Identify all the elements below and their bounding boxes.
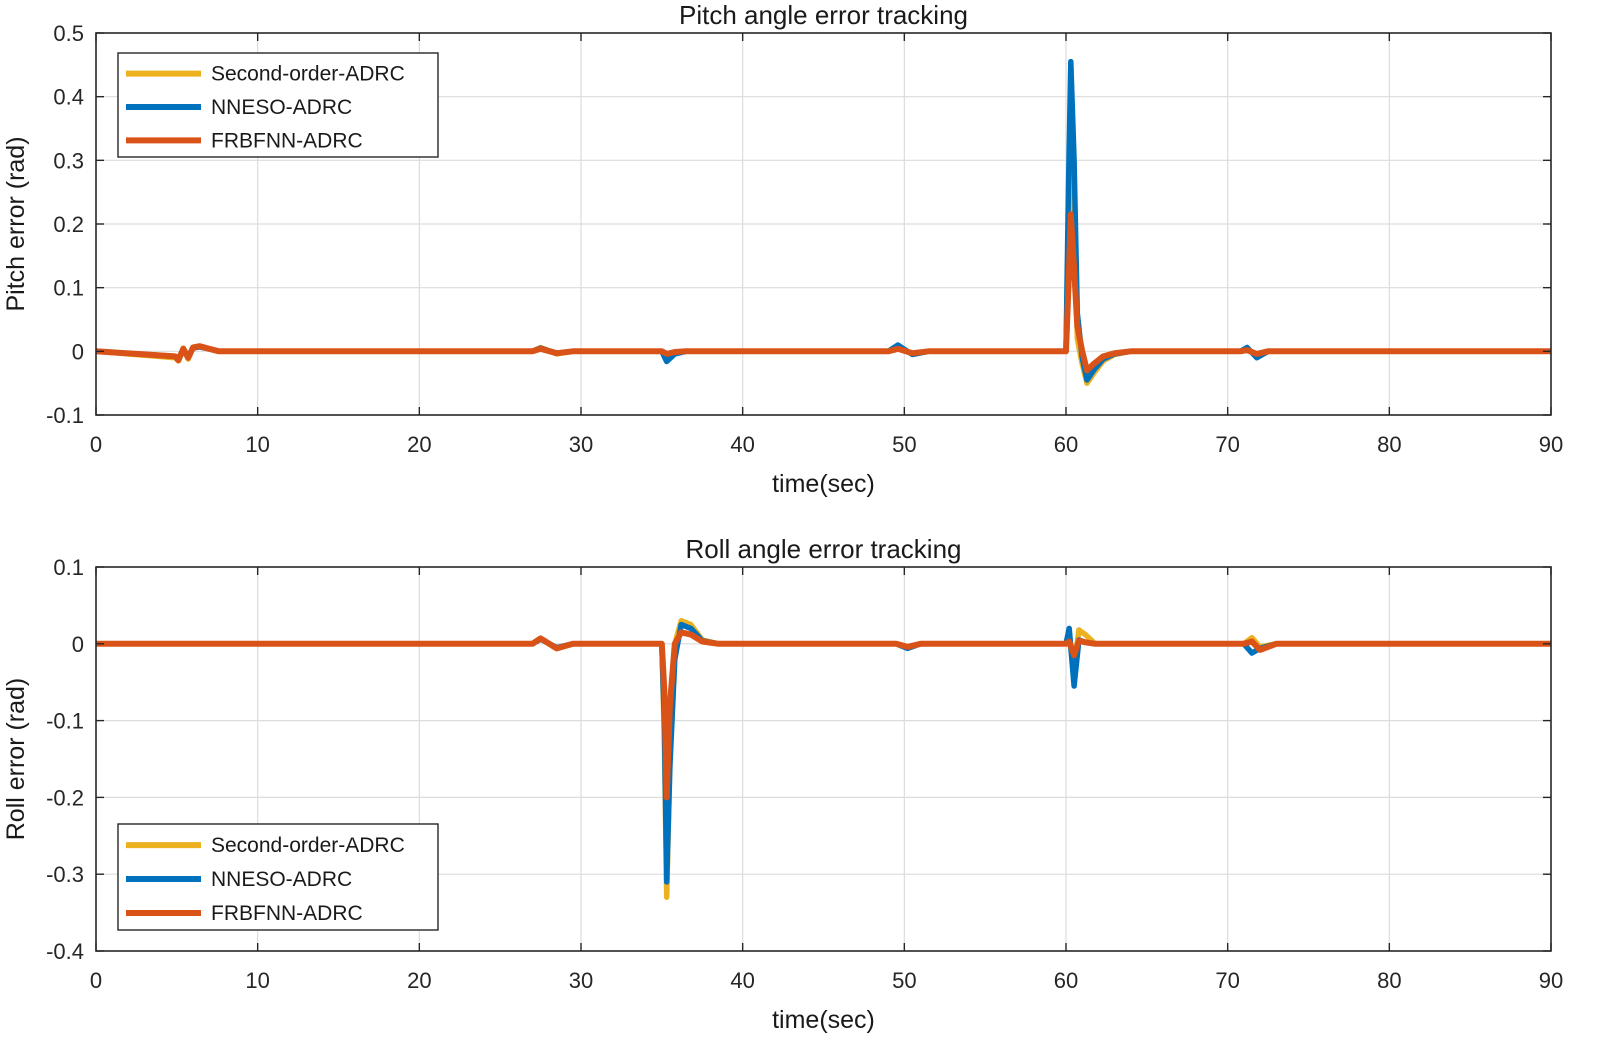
roll-x-tick-label-60: 60 bbox=[1054, 968, 1078, 993]
roll-y-tick-label-0-1: 0.1 bbox=[53, 555, 84, 580]
pitch-x-tick-label-80: 80 bbox=[1377, 432, 1401, 457]
pitch-x-tick-label-20: 20 bbox=[407, 432, 431, 457]
roll-chart: 0 10 20 30 40 50 60 70 80 90-0.4-0.3-0.2-0.100.1 … bbox=[2, 534, 1563, 1034]
roll-series-frbfnn-adrc bbox=[96, 629, 1551, 801]
roll-x-tick-label-90: 90 bbox=[1539, 968, 1563, 993]
pitch-y-tick-label-0-5: 0.5 bbox=[53, 21, 84, 46]
pitch-y-tick-label-0-2: 0.2 bbox=[53, 212, 84, 237]
pitch-y-tick-label-0-1: 0.1 bbox=[53, 276, 84, 301]
pitch-legend: Second-order-ADRC NNESO-ADRC FRBFNN-ADRC bbox=[117, 52, 439, 158]
pitch-x-tick-label-90: 90 bbox=[1539, 432, 1563, 457]
roll-x-tick-label-10: 10 bbox=[245, 968, 269, 993]
pitch-x-tick-label-70: 70 bbox=[1215, 432, 1239, 457]
roll-y-tick-label-0: 0 bbox=[72, 632, 84, 657]
pitch-x-tick-label-30: 30 bbox=[569, 432, 593, 457]
pitch-x-tick-label-60: 60 bbox=[1054, 432, 1078, 457]
roll-y-tick-label-0-4: -0.4 bbox=[46, 939, 84, 964]
roll-chart-title: Roll angle error tracking bbox=[685, 534, 961, 564]
roll-legend-label-frbfnn-adrc: FRBFNN-ADRC bbox=[211, 902, 363, 925]
roll-y-tick-label-0-1: -0.1 bbox=[46, 709, 84, 734]
pitch-legend-label-nneso-adrc: NNESO-ADRC bbox=[211, 96, 352, 119]
pitch-y-tick-label-0: 0 bbox=[72, 339, 84, 364]
pitch-y-axis-label: Pitch error (rad) bbox=[2, 136, 30, 311]
roll-series-layer bbox=[96, 618, 1551, 900]
roll-y-tick-label-0-3: -0.3 bbox=[46, 862, 84, 887]
pitch-y-tick-label-0-1: -0.1 bbox=[46, 403, 84, 428]
pitch-x-tick-label-0: 0 bbox=[90, 432, 102, 457]
pitch-legend-label-second-order-adrc: Second-order-ADRC bbox=[211, 63, 405, 86]
roll-y-tick-label-0-2: -0.2 bbox=[46, 785, 84, 810]
roll-legend: Second-order-ADRC NNESO-ADRC FRBFNN-ADRC bbox=[117, 823, 439, 931]
pitch-chart: 0 10 20 30 40 50 60 70 80 90-0.100.10.20.30.40.5 … bbox=[2, 0, 1563, 498]
roll-x-tick-label-70: 70 bbox=[1215, 968, 1239, 993]
roll-x-tick-label-80: 80 bbox=[1377, 968, 1401, 993]
pitch-ticks: 0 10 20 30 40 50 60 70 80 90-0.100.10.20.30.40.5 bbox=[46, 21, 1563, 457]
roll-x-tick-label-50: 50 bbox=[892, 968, 916, 993]
pitch-x-tick-label-50: 50 bbox=[892, 432, 916, 457]
roll-x-tick-label-0: 0 bbox=[90, 968, 102, 993]
pitch-series-layer bbox=[96, 58, 1551, 386]
roll-axes-frame bbox=[95, 566, 1552, 952]
pitch-x-tick-label-10: 10 bbox=[245, 432, 269, 457]
pitch-chart-title: Pitch angle error tracking bbox=[679, 0, 968, 30]
roll-x-tick-label-30: 30 bbox=[569, 968, 593, 993]
roll-y-axis-label: Roll error (rad) bbox=[2, 678, 30, 841]
pitch-x-tick-label-40: 40 bbox=[730, 432, 754, 457]
pitch-series-frbfnn-adrc bbox=[96, 211, 1551, 374]
pitch-y-tick-label-0-4: 0.4 bbox=[53, 85, 84, 110]
pitch-x-axis-label: time(sec) bbox=[772, 470, 875, 498]
roll-x-axis-label: time(sec) bbox=[772, 1006, 875, 1034]
roll-ticks: 0 10 20 30 40 50 60 70 80 90 -0.4 -0.3 -0.2 -0.1 0 0.1 bbox=[46, 555, 1563, 993]
roll-legend-label-second-order-adrc: Second-order-ADRC bbox=[211, 834, 405, 857]
pitch-legend-label-frbfnn-adrc: FRBFNN-ADRC bbox=[211, 129, 363, 152]
pitch-y-tick-label-0-3: 0.3 bbox=[53, 148, 84, 173]
roll-legend-label-nneso-adrc: NNESO-ADRC bbox=[211, 868, 352, 891]
roll-x-tick-label-20: 20 bbox=[407, 968, 431, 993]
roll-x-tick-label-40: 40 bbox=[730, 968, 754, 993]
